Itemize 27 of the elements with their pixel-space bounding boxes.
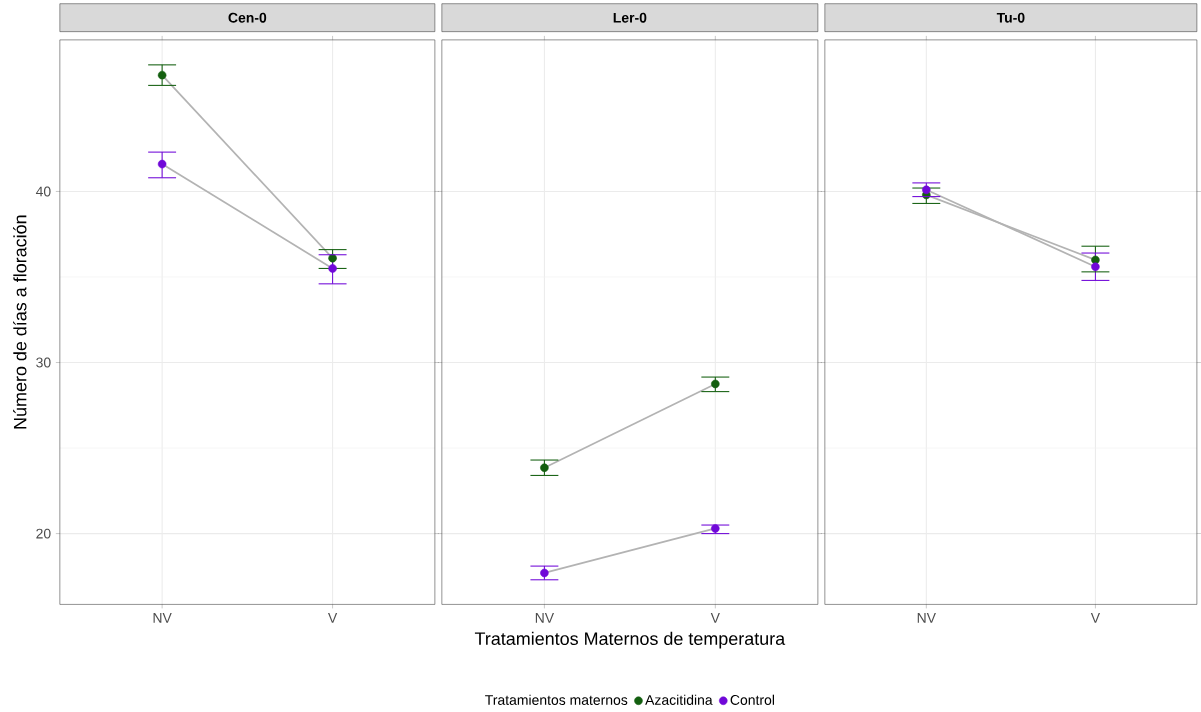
x-axis-title: Tratamientos Maternos de temperatura	[474, 631, 786, 649]
y-tick-label: 30	[36, 357, 51, 368]
legend-label: Control	[730, 694, 774, 705]
point	[711, 524, 720, 533]
y-tick-label: 40	[35, 186, 51, 197]
point	[540, 463, 549, 472]
y-tick-label: 20	[36, 528, 51, 539]
point	[540, 568, 549, 578]
chart-title: Tu-0	[996, 12, 1025, 23]
legend-title: Tratamientos maternos	[485, 694, 628, 705]
x-tick-label: V	[1090, 613, 1100, 623]
chart-title: Ler-0	[613, 12, 647, 23]
chart-title: Cen-0	[228, 12, 267, 23]
point	[1091, 262, 1100, 271]
x-tick-label: NV	[535, 613, 555, 623]
point	[157, 70, 167, 80]
point	[328, 253, 337, 263]
point	[328, 264, 337, 273]
y-axis-title: Número de días a floración	[13, 215, 27, 429]
point	[922, 185, 931, 194]
x-tick-label: NV	[917, 613, 936, 623]
x-tick-label: V	[710, 613, 720, 623]
point	[157, 159, 167, 169]
x-tick-label: NV	[153, 613, 172, 623]
legend-label: Azacitidina	[645, 694, 713, 705]
x-tick-label: V	[328, 613, 338, 623]
point	[711, 379, 720, 389]
